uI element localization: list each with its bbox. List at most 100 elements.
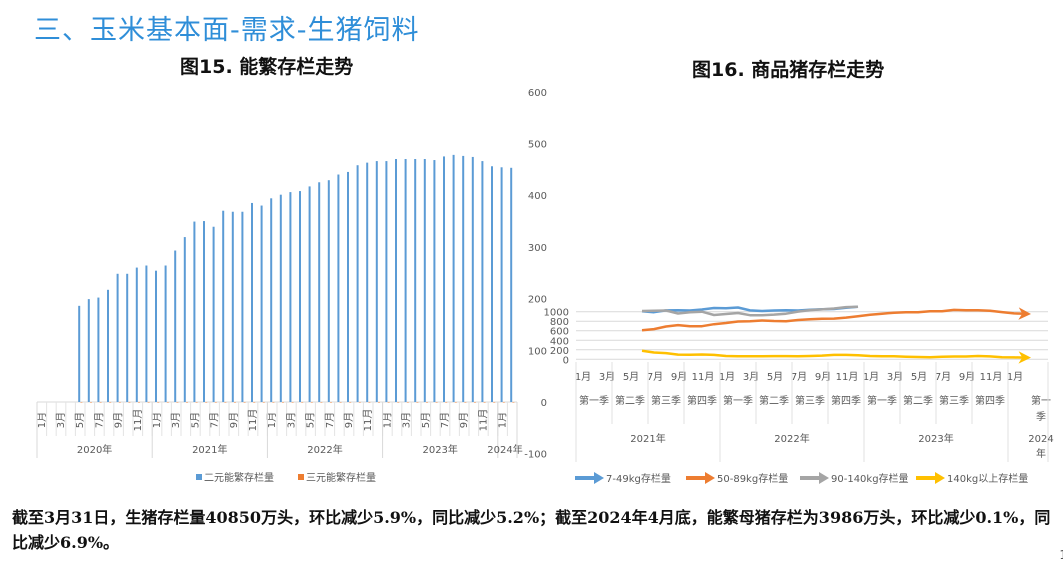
x-quarter-label: 第一 — [1031, 394, 1051, 407]
legend-label: 7-49kg存栏量 — [606, 472, 671, 485]
x-year-label: 2021年 — [192, 443, 227, 456]
x-year-label: 2024 — [1028, 434, 1053, 445]
legend-arrow-icon — [935, 472, 945, 484]
x-year-label: 2020年 — [77, 443, 112, 456]
legend-arrow-icon — [819, 472, 829, 484]
x-month-label: 7月 — [93, 412, 105, 428]
bar-erYuan — [116, 273, 119, 402]
x-quarter-label: 第四季 — [687, 394, 717, 407]
bar-sanYuan — [272, 402, 275, 403]
x-month-label: 3月 — [887, 371, 903, 383]
x-month-label: 7月 — [324, 412, 336, 428]
x-month-label: 9月 — [815, 371, 831, 383]
bar-erYuan — [356, 165, 359, 402]
x-quarter-label: 第三季 — [795, 394, 825, 407]
bar-erYuan — [443, 156, 445, 402]
y-tick-label: 0 — [541, 398, 547, 409]
x-month-label: 5月 — [74, 412, 86, 428]
bar-erYuan — [347, 171, 349, 402]
x-month-label: 5月 — [189, 412, 201, 428]
series-line-orange — [641, 307, 1031, 332]
y-tick-label: 600 — [550, 327, 569, 338]
x-quarter-label: 第三季 — [939, 394, 969, 407]
bar-sanYuan — [157, 402, 160, 403]
chart-16-title: 图16. 商品猪存栏走势 — [692, 59, 885, 81]
y-tick-label: 800 — [550, 317, 569, 328]
legend-arrow-icon — [705, 472, 715, 484]
bar-sanYuan — [195, 402, 198, 403]
bar-erYuan — [500, 167, 503, 402]
x-month-label: 1月 — [497, 412, 509, 428]
x-month-label: 1月 — [575, 371, 591, 383]
bar-erYuan — [452, 154, 455, 402]
bar-sanYuan — [454, 402, 457, 403]
bar-erYuan — [241, 211, 244, 402]
x-quarter-label: 第二季 — [759, 394, 789, 407]
series-line-yellow — [641, 349, 1031, 364]
bar-erYuan — [183, 237, 186, 402]
x-quarter-label: 第四季 — [831, 394, 861, 407]
chart-15-title: 图15. 能繁存栏走势 — [180, 56, 354, 78]
x-month-label: 1月 — [36, 412, 48, 428]
bar-sanYuan — [435, 402, 438, 403]
bar-erYuan — [279, 194, 282, 402]
bar-sanYuan — [406, 402, 409, 403]
bar-sanYuan — [416, 402, 419, 403]
bar-erYuan — [126, 273, 129, 402]
bar-sanYuan — [262, 402, 265, 403]
bar-sanYuan — [310, 402, 313, 403]
bar-sanYuan — [80, 402, 83, 403]
bar-sanYuan — [493, 402, 496, 403]
x-month-label: 7月 — [935, 371, 951, 383]
x-month-label: 1月 — [151, 412, 163, 428]
bar-sanYuan — [186, 402, 188, 403]
bar-erYuan — [299, 191, 301, 402]
bar-sanYuan — [99, 402, 102, 403]
x-month-label: 5月 — [911, 371, 927, 383]
bar-sanYuan — [464, 402, 467, 403]
bar-sanYuan — [214, 402, 217, 403]
bar-sanYuan — [282, 402, 284, 403]
bar-sanYuan — [291, 402, 294, 403]
x-year-label: 2021年 — [630, 432, 665, 445]
bar-erYuan — [308, 186, 311, 402]
bar-erYuan — [145, 265, 148, 402]
bar-sanYuan — [387, 402, 390, 403]
x-month-label: 11月 — [980, 371, 1003, 383]
bar-erYuan — [337, 174, 340, 402]
x-year-label: 2022年 — [307, 443, 342, 456]
legend-swatch — [196, 474, 202, 480]
bar-erYuan — [107, 289, 109, 402]
bar-erYuan — [395, 159, 397, 402]
x-month-label: 11月 — [477, 409, 489, 432]
legend-label: 90-140kg存栏量 — [831, 472, 909, 485]
bar-erYuan — [270, 198, 273, 402]
bar-erYuan — [433, 160, 436, 402]
bar-sanYuan — [502, 402, 505, 403]
bar-sanYuan — [118, 402, 121, 403]
x-month-label: 11月 — [836, 371, 859, 383]
x-month-label: 1月 — [863, 371, 879, 383]
x-month-label: 9月 — [343, 412, 355, 428]
x-quarter-label: 第一季 — [867, 394, 897, 407]
bar-sanYuan — [474, 402, 476, 403]
bar-sanYuan — [205, 402, 208, 403]
bar-sanYuan — [483, 402, 486, 403]
y-tick-label: 200 — [550, 346, 569, 357]
bar-sanYuan — [358, 402, 361, 403]
x-quarter-label: 季 — [1036, 411, 1046, 423]
bar-sanYuan — [224, 402, 227, 403]
bar-sanYuan — [339, 402, 342, 403]
bar-erYuan — [135, 267, 138, 402]
bar-erYuan — [222, 210, 225, 402]
bar-erYuan — [87, 299, 90, 402]
summary-text: 截至3月31日，生猪存栏量40850万头，环比减少5.9%，同比减少5.2%；截… — [12, 508, 1051, 552]
legend-arrow-icon — [594, 472, 604, 484]
x-month-label: 11月 — [692, 371, 715, 383]
y-tick-label: -100 — [524, 450, 547, 461]
x-month-label: 3月 — [401, 412, 413, 428]
bar-sanYuan — [138, 402, 140, 403]
bar-erYuan — [251, 202, 253, 402]
bar-sanYuan — [166, 402, 169, 403]
bar-erYuan — [174, 250, 177, 402]
